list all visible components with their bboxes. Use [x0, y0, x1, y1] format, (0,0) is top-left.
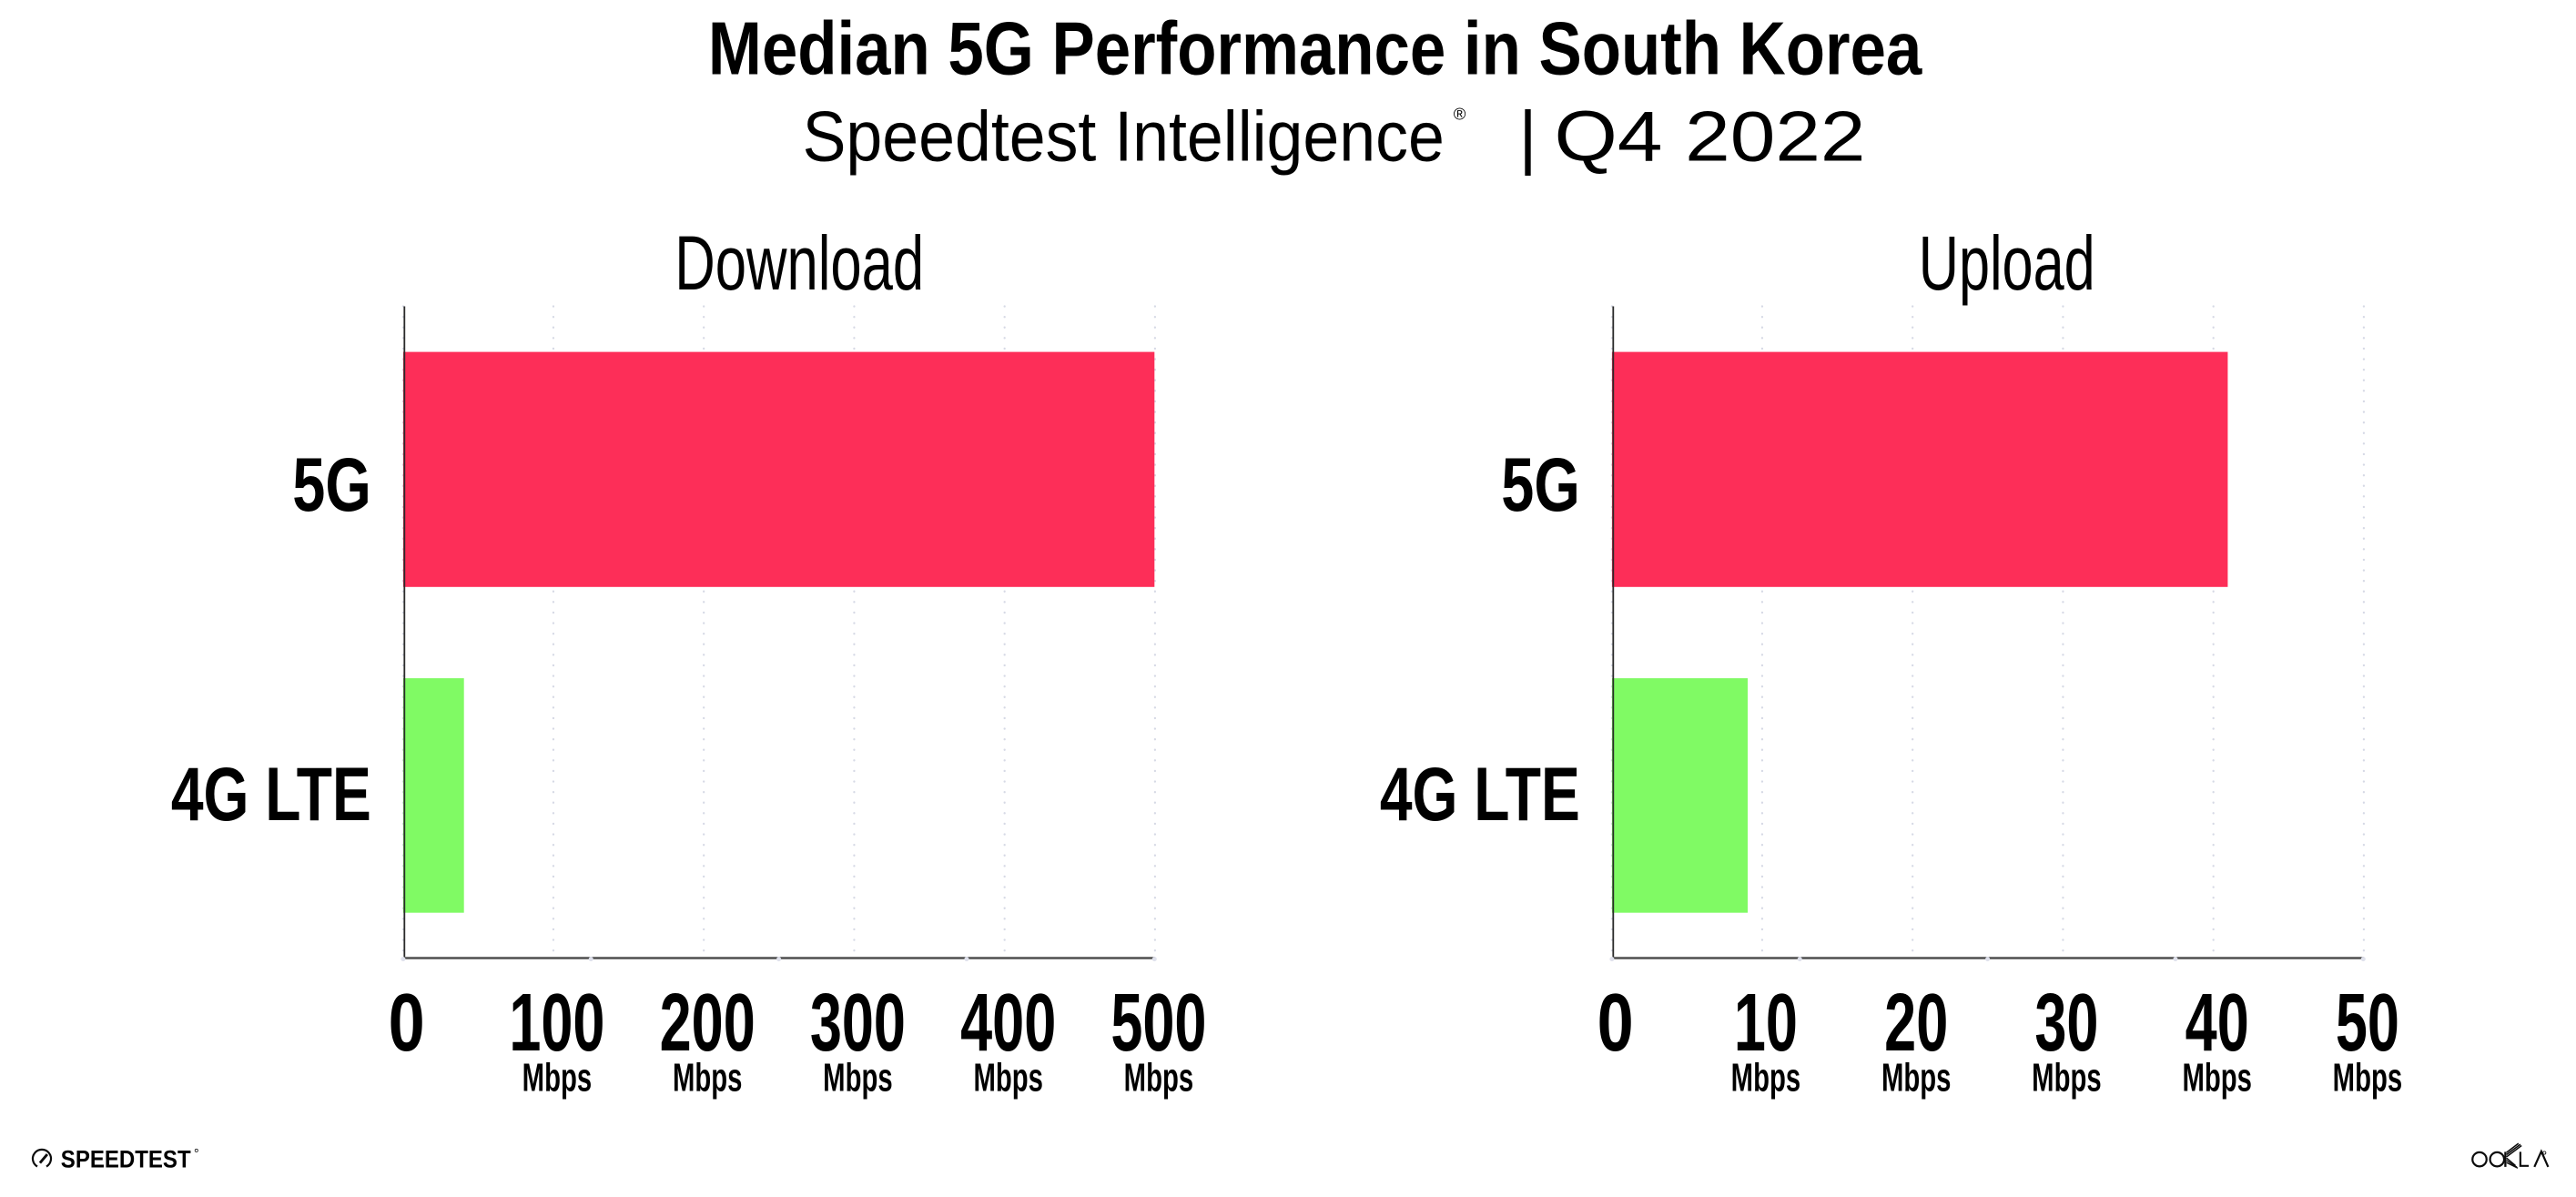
svg-text:Upload: Upload	[1919, 219, 2095, 306]
svg-text:Mbps: Mbps	[973, 1055, 1042, 1100]
svg-text:Mbps: Mbps	[673, 1055, 742, 1100]
svg-text:Mbps: Mbps	[2333, 1055, 2402, 1100]
svg-text:100: 100	[509, 978, 604, 1069]
svg-text:200: 200	[660, 978, 756, 1069]
svg-text:400: 400	[960, 978, 1056, 1069]
svg-text:30: 30	[2034, 978, 2098, 1069]
svg-text:Mbps: Mbps	[2032, 1055, 2101, 1100]
svg-text:Median 5G Performance in South: Median 5G Performance in South Korea	[708, 6, 1922, 91]
svg-text:5G: 5G	[1501, 441, 1580, 527]
svg-text:40: 40	[2186, 978, 2249, 1069]
svg-text:10: 10	[1734, 978, 1798, 1069]
svg-text:Q4 2022: Q4 2022	[1555, 96, 1866, 177]
svg-text:Mbps: Mbps	[1124, 1055, 1193, 1100]
svg-text:Speedtest Intelligence: Speedtest Intelligence	[803, 96, 1445, 176]
svg-text:500: 500	[1111, 978, 1206, 1069]
svg-text:4G LTE: 4G LTE	[1380, 752, 1580, 837]
svg-text:4G LTE: 4G LTE	[171, 752, 371, 837]
svg-text:5G: 5G	[292, 441, 371, 527]
svg-text:SPEEDTEST: SPEEDTEST	[61, 1146, 191, 1172]
svg-text:Mbps: Mbps	[1731, 1055, 1800, 1100]
svg-text:Mbps: Mbps	[2182, 1055, 2251, 1100]
svg-text:20: 20	[1884, 978, 1948, 1069]
svg-text:50: 50	[2336, 978, 2399, 1069]
svg-text:®: ®	[1454, 104, 1466, 123]
svg-text:0: 0	[389, 977, 425, 1068]
svg-text:0: 0	[1597, 977, 1634, 1068]
svg-text:Mbps: Mbps	[1881, 1055, 1951, 1100]
svg-text:|: |	[1518, 96, 1536, 177]
svg-text:Mbps: Mbps	[823, 1055, 892, 1100]
svg-text:300: 300	[810, 978, 906, 1069]
svg-text:Download: Download	[674, 220, 924, 307]
svg-text:Mbps: Mbps	[522, 1055, 592, 1100]
